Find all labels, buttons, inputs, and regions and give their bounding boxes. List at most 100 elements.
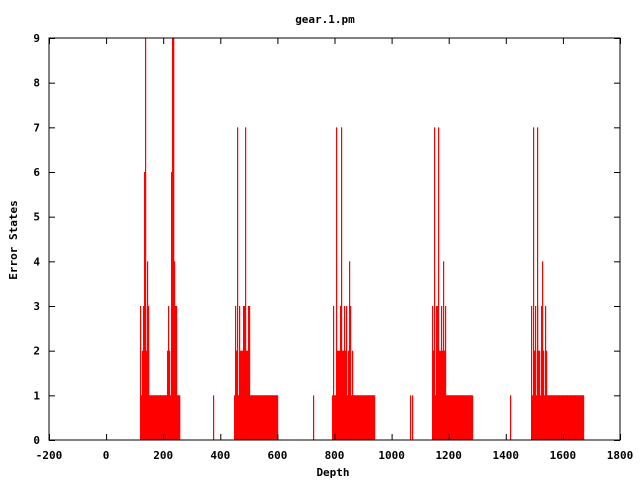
bar-0-11	[147, 261, 149, 440]
bar-4-71	[571, 395, 573, 440]
bar-3-55	[463, 395, 465, 440]
bar-1-21	[246, 350, 248, 440]
bar-2-70	[372, 395, 374, 440]
bar-2-31	[350, 306, 352, 440]
bar-3-54	[462, 395, 464, 440]
bar-1-34	[253, 395, 255, 440]
bar-2-1	[333, 306, 335, 440]
bar-1-30	[251, 395, 253, 440]
y-tick-label-0: 0	[33, 434, 40, 447]
bar-4-27	[546, 395, 548, 440]
bar-3-20	[443, 261, 445, 440]
bar-4-44	[556, 395, 558, 440]
bar-0-14	[148, 350, 150, 440]
bar-3-17	[441, 306, 443, 440]
bar-2-23	[345, 395, 347, 440]
bar-2-3	[334, 395, 336, 440]
bar-0-58	[173, 38, 175, 440]
bar-0-16	[149, 395, 151, 440]
bar-1-20	[245, 395, 247, 440]
bar-1-46	[260, 395, 262, 440]
bar-2-14	[340, 350, 342, 440]
bar-3-8	[436, 350, 438, 440]
bar-1-10	[240, 350, 242, 440]
bar-1-12	[241, 350, 243, 440]
bar-3-59	[465, 395, 467, 440]
bar-0-65	[177, 395, 179, 440]
bar-4-51	[560, 395, 562, 440]
bar-4-4	[533, 127, 535, 440]
y-tick-label-6: 6	[33, 166, 40, 179]
bar-5-2	[410, 395, 412, 440]
bar-3-64	[468, 395, 470, 440]
bar-2-60	[366, 395, 368, 440]
bar-0-51	[169, 350, 171, 440]
bar-0-1	[141, 395, 143, 440]
x-tick-label-5: 800	[325, 449, 345, 462]
bar-3-10	[437, 306, 439, 440]
bar-3-50	[460, 395, 462, 440]
bar-1-65	[271, 395, 273, 440]
bar-0-3	[142, 395, 144, 440]
bar-0-68	[179, 395, 181, 440]
bar-4-57	[563, 395, 565, 440]
bar-3-12	[438, 395, 440, 440]
bar-1-25	[248, 395, 250, 440]
bar-4-48	[558, 395, 560, 440]
bar-4-18	[541, 350, 543, 440]
bar-3-29	[448, 395, 450, 440]
x-tick-label-10: 1800	[607, 449, 634, 462]
bar-2-25	[346, 350, 348, 440]
bar-2-73	[374, 395, 376, 440]
bar-2-65	[369, 395, 371, 440]
bar-4-41	[554, 395, 556, 440]
bar-0-42	[164, 395, 166, 440]
bar-4-37	[552, 395, 554, 440]
bar-2-46	[358, 395, 360, 440]
bar-4-58	[564, 395, 566, 440]
bar-4-69	[570, 395, 572, 440]
bar-4-76	[574, 395, 576, 440]
bar-2-26	[347, 395, 349, 440]
bar-0-61	[175, 350, 177, 440]
bar-2-42	[356, 395, 358, 440]
bar-0-45	[166, 395, 168, 440]
bar-4-60	[565, 395, 567, 440]
bar-4-88	[581, 395, 583, 440]
bar-0-40	[163, 395, 165, 440]
bar-1-39	[256, 395, 258, 440]
bar-2-5	[335, 395, 337, 440]
bar-4-81	[577, 395, 579, 440]
bar-4-46	[557, 395, 559, 440]
bar-1-62	[269, 395, 271, 440]
bar-4-24	[545, 306, 547, 440]
bar-3-22	[444, 350, 446, 440]
bar-1-37	[255, 395, 257, 440]
bar-0-47	[167, 395, 169, 440]
bar-0-24	[154, 395, 156, 440]
bar-0-21	[152, 395, 154, 440]
bar-2-34	[352, 350, 354, 440]
bar-4-55	[562, 395, 564, 440]
bar-0-63	[176, 306, 178, 440]
bar-0-37	[161, 395, 163, 440]
bar-1-13	[241, 395, 243, 440]
bar-1-4	[236, 350, 238, 440]
bar-2-2	[333, 395, 335, 440]
bar-1-42	[258, 395, 260, 440]
bar-3-1	[432, 306, 434, 440]
bar-2-68	[371, 395, 373, 440]
bar-2-32	[350, 395, 352, 440]
bar-2-35	[352, 395, 354, 440]
bar-4-8	[535, 350, 537, 440]
bar-3-3	[433, 350, 435, 440]
bar-2-21	[344, 395, 346, 440]
y-tick-label-5: 5	[33, 211, 40, 224]
bar-2-30	[349, 395, 351, 440]
bar-3-34	[451, 395, 453, 440]
bar-0-30	[157, 395, 159, 440]
bar-0-2	[142, 350, 144, 440]
bar-1-1	[235, 306, 237, 440]
x-tick-labels: -200 0 200 400 600 800 1000 1200 1400 1600 1800	[36, 449, 634, 462]
bar-3-41	[455, 395, 457, 440]
